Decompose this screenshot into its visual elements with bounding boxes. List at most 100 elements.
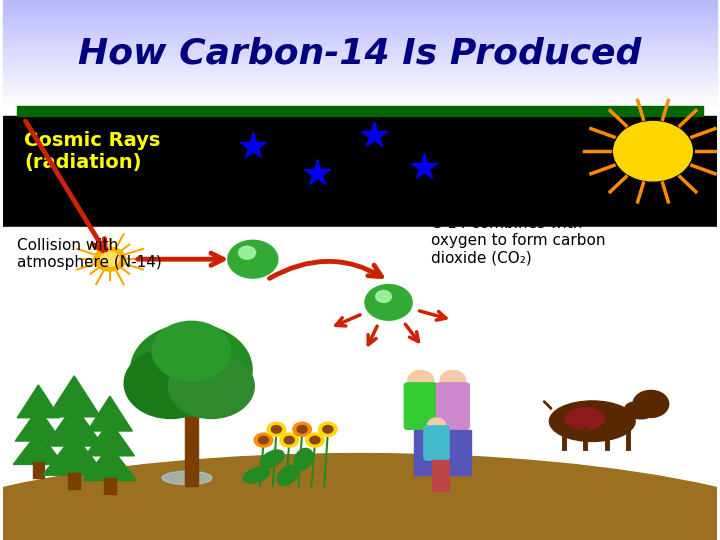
Bar [3,29,717,31]
Bar [3,59,717,61]
FancyBboxPatch shape [436,383,469,429]
Bar [185,389,198,486]
Ellipse shape [260,450,284,468]
Bar [3,86,717,88]
Circle shape [408,370,433,390]
Bar [3,15,717,16]
Bar [3,99,717,101]
Bar [3,81,717,83]
Bar [3,106,717,108]
Circle shape [168,354,254,418]
Bar [3,52,717,54]
Bar [3,61,717,63]
Bar [3,90,717,92]
Polygon shape [15,408,62,441]
Bar [3,20,717,22]
Text: Forms C-14: Forms C-14 [206,204,300,221]
Bar [3,16,717,18]
Bar [3,50,717,52]
Bar [3,72,717,74]
Circle shape [297,426,307,433]
Ellipse shape [549,401,635,442]
Circle shape [440,370,466,390]
Bar [3,47,717,49]
Circle shape [152,321,230,381]
Bar [3,54,717,56]
Bar [3,42,717,43]
Polygon shape [17,385,60,418]
Bar [441,460,449,491]
Ellipse shape [625,402,652,419]
Circle shape [94,247,125,271]
Bar [3,38,717,39]
Bar [3,23,717,25]
Circle shape [271,426,282,433]
Circle shape [428,418,446,431]
Bar [3,101,717,103]
Ellipse shape [294,448,313,470]
Bar [3,93,717,96]
Bar [3,77,717,79]
Ellipse shape [565,408,605,429]
Ellipse shape [243,467,269,483]
Polygon shape [87,396,132,431]
Bar [3,45,717,47]
Circle shape [613,122,693,181]
Bar [446,430,458,475]
Polygon shape [42,434,106,475]
Bar [3,63,717,65]
Bar [427,430,438,475]
Polygon shape [48,376,101,417]
Bar [68,472,80,489]
Circle shape [284,436,294,444]
Circle shape [310,436,320,444]
Bar [3,116,717,227]
Bar [3,56,717,58]
Text: Cosmic Rays
(radiation): Cosmic Rays (radiation) [24,131,161,172]
Circle shape [323,426,333,433]
Bar [3,96,717,97]
Bar [104,478,116,494]
Bar [414,430,426,475]
Circle shape [293,422,312,436]
Bar [32,462,44,478]
Bar [3,69,717,70]
Bar [459,430,471,475]
Bar [3,27,717,29]
Bar [3,0,717,2]
Bar [3,79,717,81]
Bar [3,31,717,32]
Bar [3,104,717,106]
Circle shape [228,240,278,278]
Circle shape [318,422,337,436]
Polygon shape [85,421,135,456]
Bar [3,9,717,11]
Bar [3,5,717,7]
Polygon shape [45,405,103,446]
Circle shape [238,246,256,259]
Bar [3,97,717,99]
Text: How Carbon-14 Is Produced: How Carbon-14 Is Produced [78,37,642,71]
Bar [3,74,717,76]
Bar [3,49,717,50]
Polygon shape [13,431,63,464]
Bar [432,460,440,491]
Bar [3,34,717,36]
Bar [3,32,717,34]
Polygon shape [83,446,137,481]
Circle shape [124,348,217,418]
Circle shape [306,433,324,447]
FancyBboxPatch shape [405,383,437,429]
Bar [3,70,717,72]
Bar [3,83,717,85]
Bar [3,36,717,38]
Text: Collision with
atmosphere (N-14): Collision with atmosphere (N-14) [17,238,162,270]
Ellipse shape [162,471,212,485]
Bar [3,103,717,104]
Bar [3,18,717,20]
Circle shape [280,433,299,447]
Bar [3,39,717,42]
Bar [17,106,703,116]
Circle shape [258,436,269,444]
Bar [3,65,717,66]
